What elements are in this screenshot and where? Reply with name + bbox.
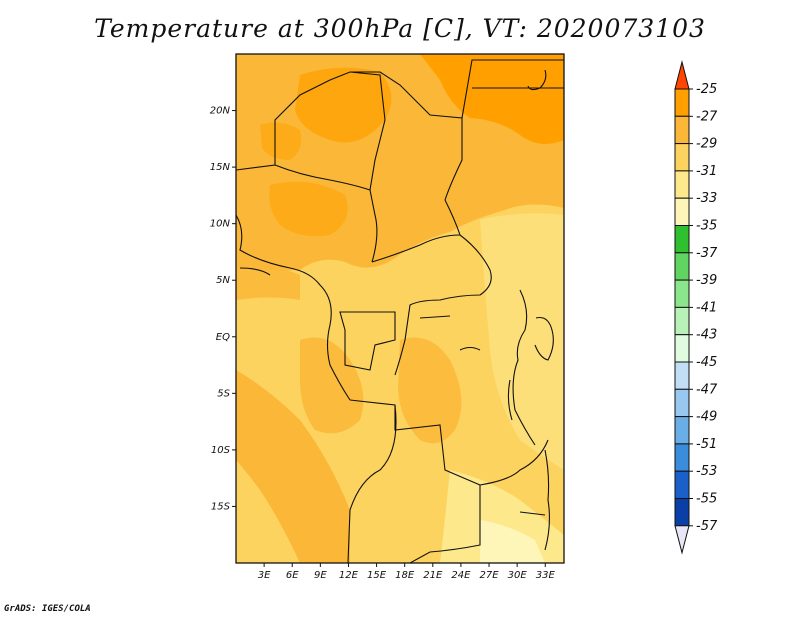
colorbar-label: -51 (696, 437, 717, 452)
y-tick-label: EQ (216, 332, 230, 343)
map-frame (235, 53, 565, 564)
colorbar-box (674, 197, 690, 226)
x-axis-ticks: 3E 6E 9E 12E 15E 18E 21E 24E 27E 30E 33E (258, 563, 556, 581)
colorbar-label: -37 (696, 246, 718, 261)
colorbar-box (674, 143, 690, 172)
colorbar-label: -41 (696, 300, 717, 315)
colorbar-label: -27 (696, 109, 718, 124)
colorbar-box (674, 88, 690, 117)
x-tick-label: 12E (339, 570, 359, 581)
x-tick-label: 15E (367, 570, 387, 581)
x-tick-label: 9E (314, 570, 327, 581)
colorbar-box (674, 498, 690, 527)
x-tick-label: 3E (258, 570, 271, 581)
colorbar-label: -47 (696, 382, 718, 397)
colorbar-bottom-arrow (674, 525, 690, 555)
colorbar-box (674, 306, 690, 336)
colorbar-label: -31 (696, 164, 717, 179)
colorbar-box (674, 443, 690, 472)
colorbar-label: -35 (696, 219, 717, 234)
map-title: Temperature at 300hPa [C], VT: 202007310… (94, 14, 706, 43)
colorbar-label: -43 (696, 328, 717, 343)
colorbar-box (674, 279, 690, 308)
colorbar-label: -39 (696, 273, 717, 288)
colorbar-label: -53 (696, 464, 717, 479)
colorbar-label: -49 (696, 410, 717, 425)
y-tick-label: 5S (217, 388, 230, 399)
x-tick-label: 33E (536, 570, 556, 581)
colorbar: -25 -27 -29 -31 -33 -35 -37 -39 -41 -43 -45 -47 -49 -… (674, 60, 718, 555)
colorbar-label: -33 (696, 191, 717, 206)
x-tick-label: 18E (395, 570, 415, 581)
colorbar-box (674, 170, 690, 199)
colorbar-box (674, 361, 690, 390)
country-borders (236, 59, 564, 563)
map-panel: 3E 6E 9E 12E 15E 18E 21E 24E 27E 30E 33E 20N 15N 10N… (210, 53, 565, 581)
x-tick-label: 27E (480, 570, 500, 581)
y-tick-label: 10S (211, 445, 231, 456)
x-tick-label: 6E (286, 570, 299, 581)
colorbar-box (674, 470, 690, 500)
colorbar-box (674, 388, 690, 418)
y-tick-label: 15S (211, 501, 231, 512)
colorbar-label: -55 (696, 492, 717, 507)
x-tick-label: 24E (451, 570, 471, 581)
y-tick-label: 20N (210, 106, 231, 117)
colorbar-label: -29 (696, 137, 717, 152)
y-tick-label: 15N (210, 162, 231, 173)
y-axis-ticks: 20N 15N 10N 5N EQ 5S 10S 15S (210, 106, 236, 512)
grads-credit: GrADS: IGES/COLA (4, 604, 91, 614)
colorbar-label: -57 (696, 519, 718, 534)
colorbar-label: -45 (696, 355, 717, 370)
y-tick-label: 10N (210, 219, 231, 230)
colorbar-box (674, 252, 690, 281)
colorbar-box (674, 416, 690, 445)
colorbar-box (674, 225, 690, 254)
y-tick-label: 5N (216, 275, 230, 286)
x-tick-label: 21E (423, 570, 443, 581)
temperature-field (236, 54, 564, 563)
x-tick-label: 30E (508, 570, 528, 581)
colorbar-top-arrow (674, 60, 690, 90)
colorbar-label: -25 (696, 82, 717, 97)
colorbar-box (674, 334, 690, 363)
colorbar-box (674, 115, 690, 145)
